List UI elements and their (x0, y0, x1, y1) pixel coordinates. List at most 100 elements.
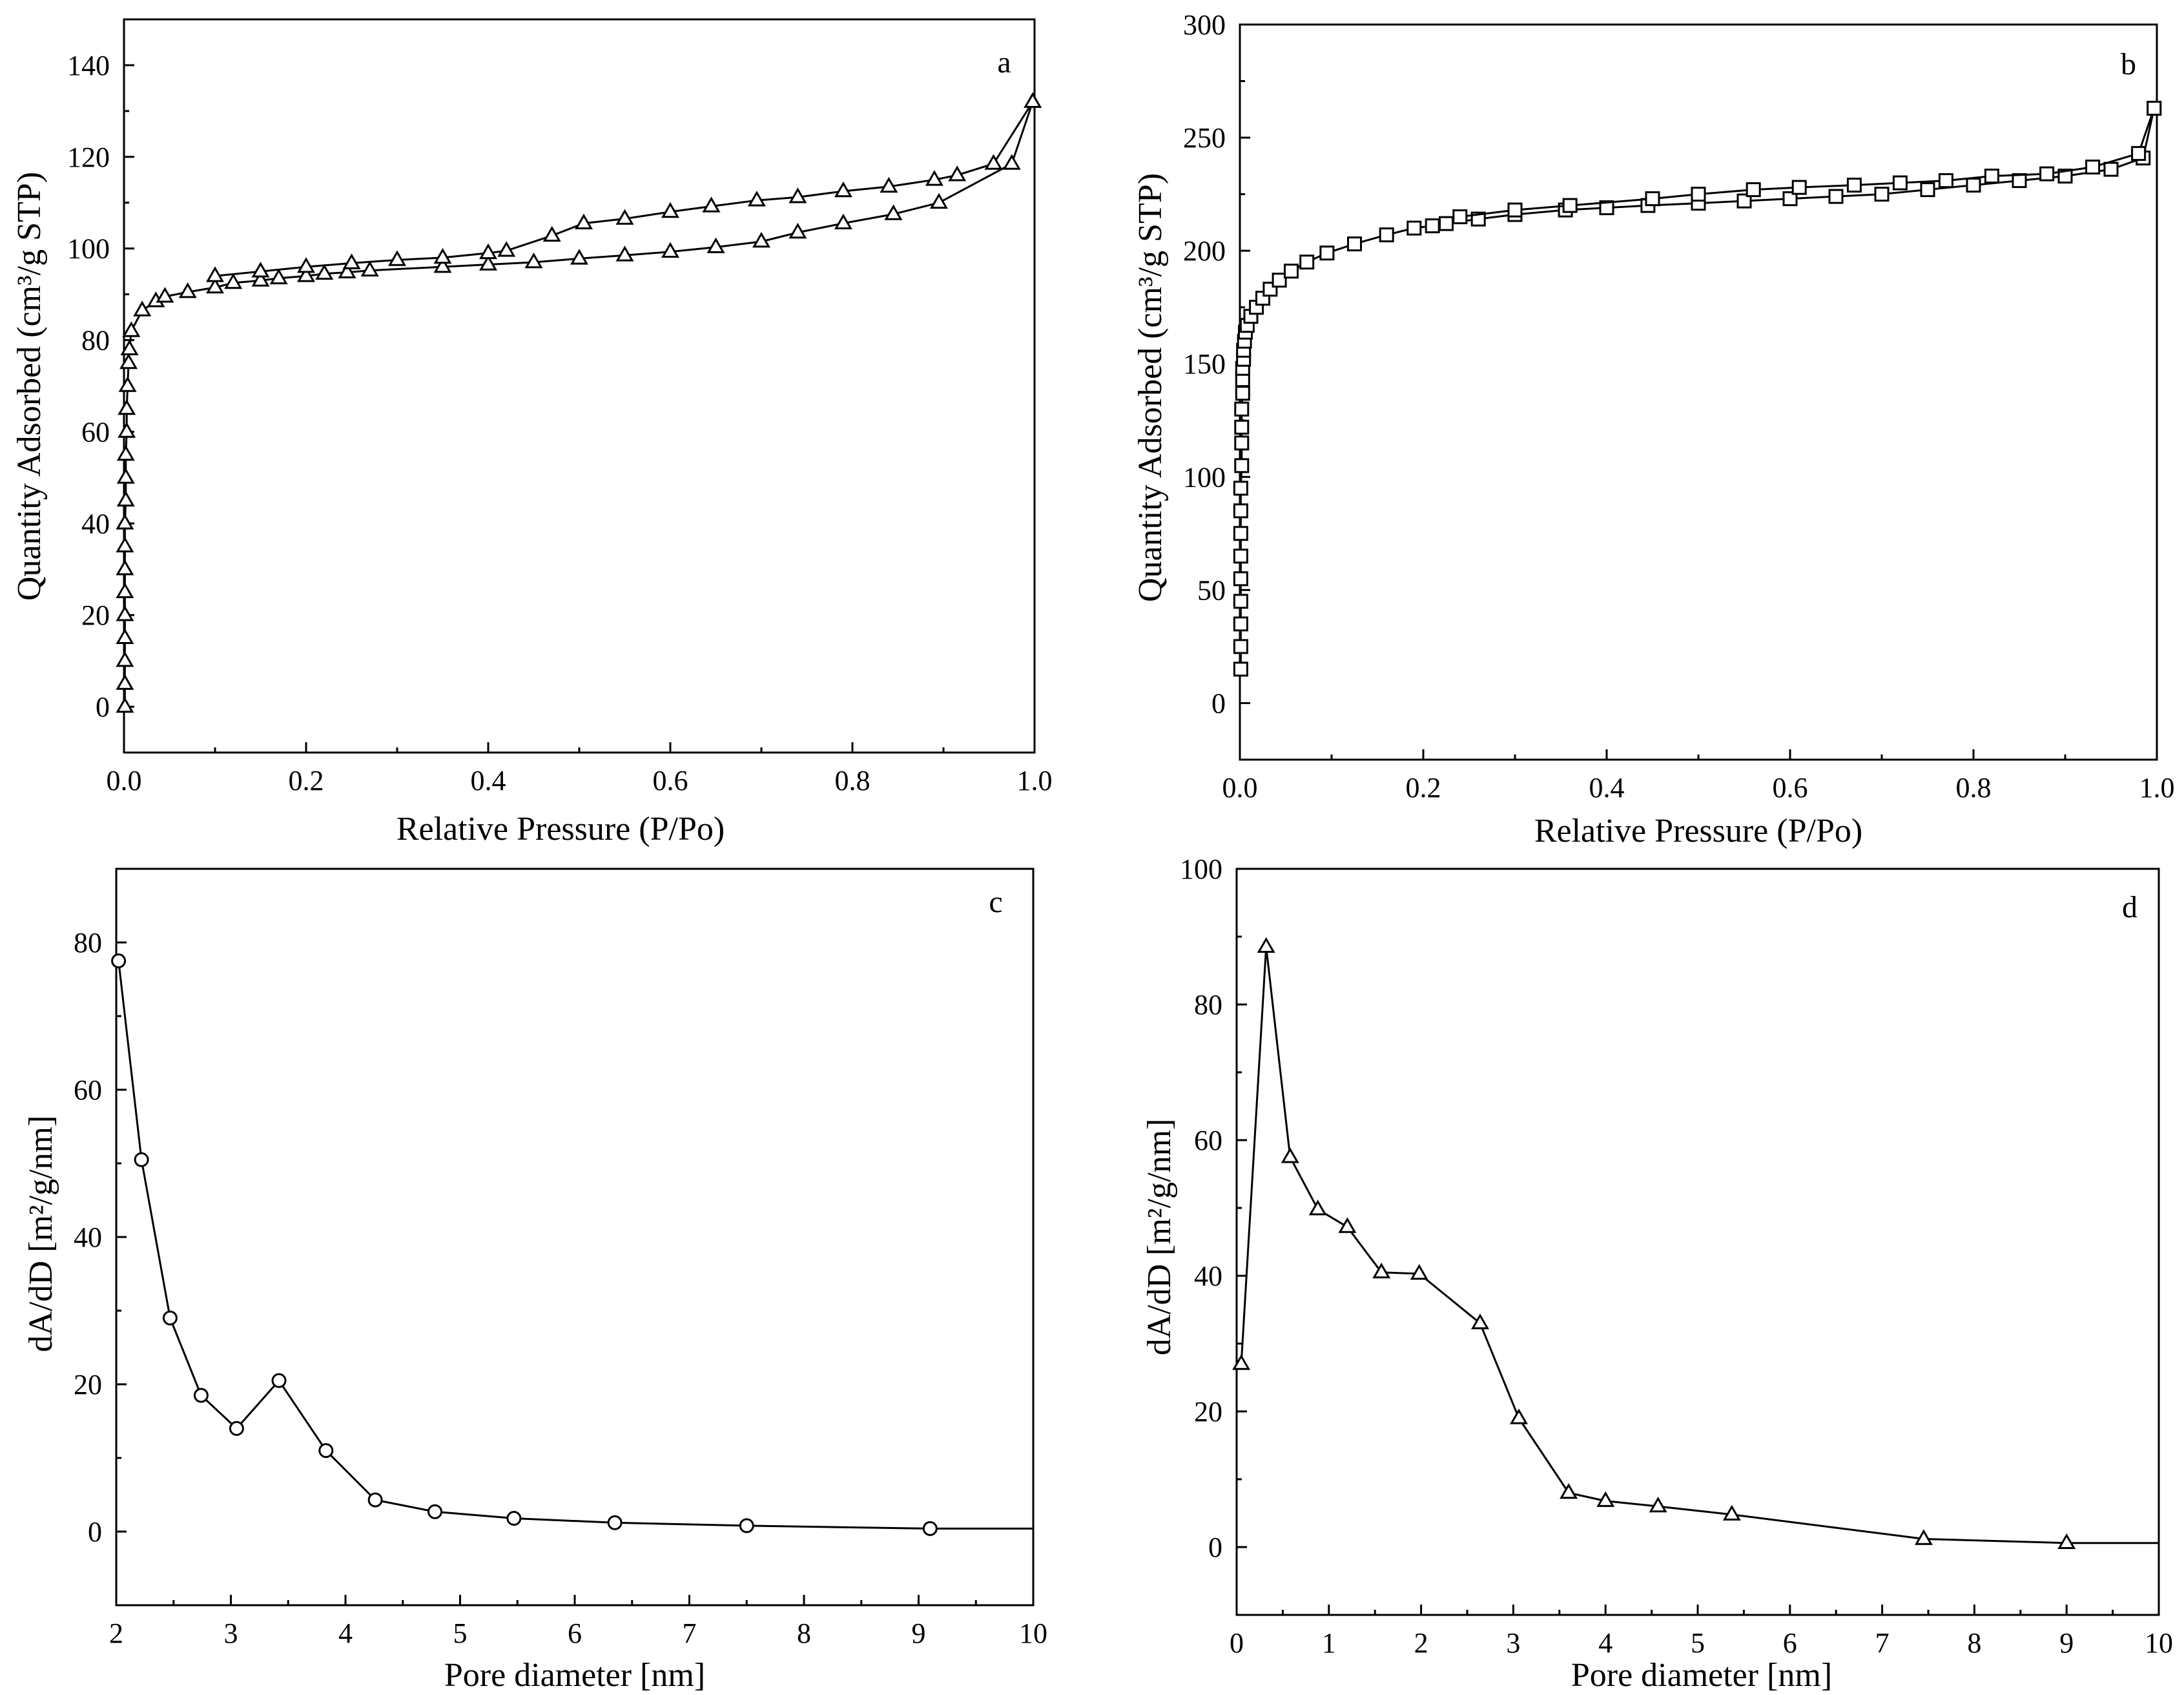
data-point (1938, 173, 1953, 189)
x-tick-label: 0.0 (1222, 772, 1258, 804)
data-point (1024, 92, 1042, 108)
data-point (116, 582, 134, 598)
data-point (111, 953, 127, 968)
x-tick-label: 2 (1414, 1627, 1428, 1659)
data-point (1272, 273, 1287, 288)
data-point (1846, 178, 1862, 193)
y-axis-label: dA/dD [m²/g/nm] (23, 1116, 59, 1353)
data-point (702, 196, 721, 213)
data-point (178, 282, 197, 298)
data-point (1471, 1313, 1489, 1329)
data-point (788, 222, 807, 239)
data-point (834, 213, 852, 229)
y-tick-label: 0 (1208, 1532, 1222, 1563)
x-tick-label: 0.0 (107, 765, 142, 796)
data-point (315, 264, 334, 280)
y-tick-label: 40 (74, 1222, 102, 1253)
data-point (1257, 937, 1275, 953)
y-tick-label: 20 (1194, 1396, 1222, 1428)
x-tick-label: 6 (1783, 1627, 1797, 1659)
data-point (116, 444, 135, 461)
data-point (116, 651, 134, 667)
y-tick-label: 250 (1183, 122, 1226, 154)
data-point (116, 697, 134, 713)
data-point (1746, 182, 1761, 198)
data-point (2039, 166, 2055, 182)
plot-frame (115, 868, 1035, 1607)
data-point (1507, 202, 1523, 218)
series-line-pore-size-distribution (1240, 946, 2159, 1544)
data-point (925, 170, 943, 186)
x-tick-label: 8 (797, 1617, 811, 1649)
data-point (1645, 191, 1660, 207)
data-point (271, 1373, 287, 1388)
data-point (206, 266, 224, 282)
data-point (1425, 218, 1440, 234)
data-point (1892, 175, 1908, 191)
data-point (1562, 198, 1578, 213)
x-tick-label: 3 (1506, 1627, 1520, 1659)
data-point (342, 253, 361, 269)
x-axis: 0 1 2 3 4 5 6 7 8 9 10 (1230, 1605, 2173, 1659)
data-point (433, 257, 452, 273)
data-point (1233, 594, 1248, 609)
y-tick-label: 100 (1183, 461, 1226, 493)
data-point (428, 1504, 442, 1519)
data-point (116, 468, 135, 484)
data-point (1232, 1354, 1251, 1370)
data-point (251, 271, 270, 287)
data-point (1338, 1217, 1357, 1233)
data-point (948, 165, 967, 182)
data-point (119, 353, 138, 369)
x-axis-label: Pore diameter [nm] (444, 1657, 705, 1694)
series-group (116, 92, 1042, 713)
data-point (1319, 245, 1335, 261)
data-point (1233, 661, 1248, 677)
data-point (1782, 191, 1798, 207)
data-point (1233, 548, 1248, 564)
data-point (752, 231, 770, 248)
data-point (1233, 616, 1248, 632)
data-point (1649, 1496, 1667, 1513)
y-tick-label: 140 (67, 50, 110, 81)
panel-label: d (2122, 890, 2138, 924)
data-point (1736, 193, 1752, 209)
y-tick-label: 20 (74, 1369, 102, 1400)
data-point (615, 245, 634, 262)
data-point (229, 1420, 244, 1436)
data-point (788, 187, 807, 203)
y-tick-label: 60 (74, 1074, 102, 1106)
data-point (542, 225, 561, 242)
data-point (1560, 1482, 1578, 1499)
data-point (116, 559, 134, 576)
data-point (116, 628, 134, 644)
x-axis: 0.0 0.2 0.4 0.6 0.8 1.0 (107, 742, 1053, 796)
data-point (388, 250, 406, 266)
data-point (497, 241, 516, 257)
data-point (116, 674, 134, 690)
data-point (880, 176, 898, 193)
data-point (193, 1388, 209, 1403)
panel-label: b (2121, 47, 2136, 81)
data-point (1233, 481, 1248, 496)
x-axis-label: Pore diameter [nm] (1571, 1657, 1832, 1694)
x-tick-label: 10 (2145, 1627, 2173, 1659)
x-tick-label: 4 (1598, 1627, 1612, 1659)
x-tick-label: 0.6 (1773, 772, 1808, 804)
data-point (118, 422, 136, 438)
data-point (1234, 419, 1250, 435)
series-line-pore-size-distribution (118, 961, 1033, 1530)
data-point (116, 536, 134, 553)
data-point (661, 202, 679, 218)
y-tick-label: 80 (74, 927, 102, 959)
data-point (884, 204, 903, 220)
x-tick-label: 2 (109, 1617, 123, 1649)
panel-c: 2 3 4 5 6 7 8 9 10 0 20 40 60 80 c Pore diameter [nm… (23, 868, 1047, 1694)
y-axis-label: Quantity Adsorbed (cm³/g STP) (1132, 173, 1169, 602)
data-point (1596, 1491, 1615, 1507)
y-axis: 0 20 40 60 80 100 120 140 (67, 50, 134, 723)
x-tick-label: 9 (912, 1617, 926, 1649)
